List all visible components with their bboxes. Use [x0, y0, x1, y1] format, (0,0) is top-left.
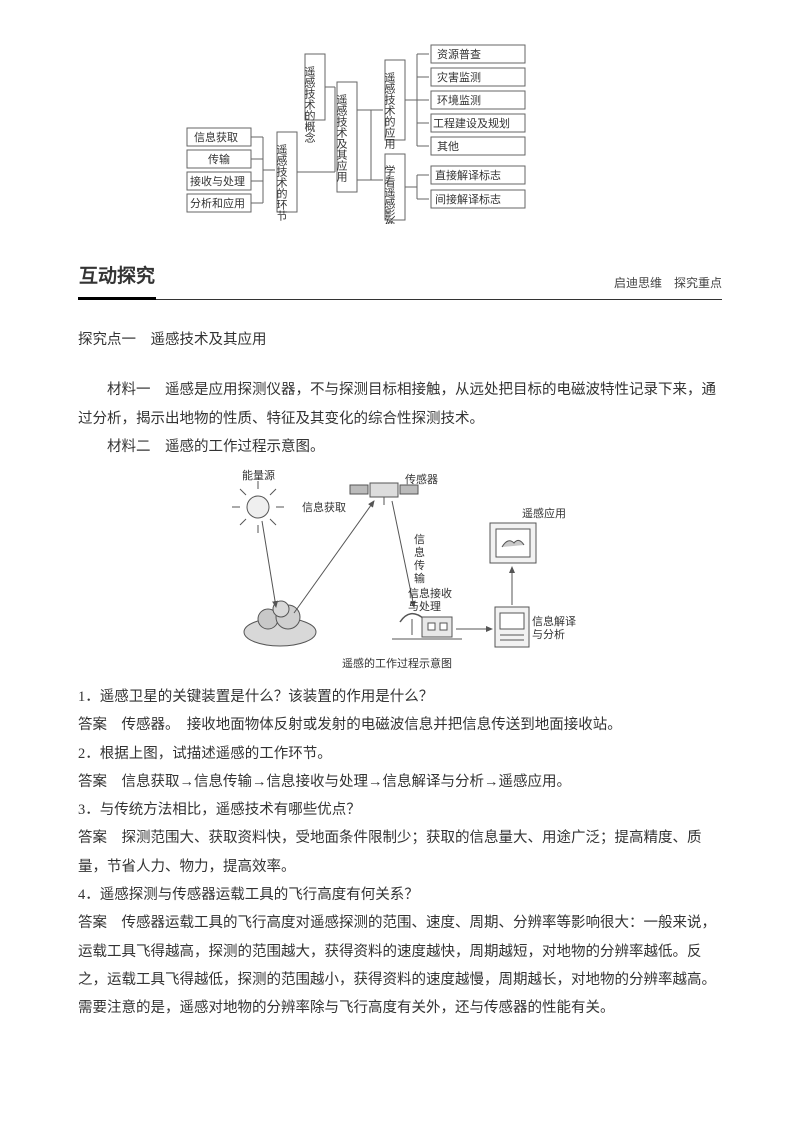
right-top-items: 资源普查 灾害监测 环境监测 工程建设及规划 其他 — [431, 45, 525, 155]
right-group-top-label: 遥感技术的应用 — [383, 72, 396, 150]
interpret-icon — [495, 607, 529, 647]
sensor-label: 传感器 — [405, 473, 438, 486]
transmit-label-3: 传 — [414, 559, 425, 572]
right-top-2: 环境监测 — [437, 93, 481, 107]
q4: 4．遥感探测与传感器运载工具的飞行高度有何关系？ — [78, 881, 722, 909]
sensor-icon — [350, 483, 418, 505]
right-top-3: 工程建设及规划 — [433, 116, 510, 130]
apply-label: 遥感应用 — [522, 506, 566, 520]
energy-label: 能量源 — [242, 468, 275, 482]
acquire-label: 信息获取 — [302, 500, 346, 514]
left-item-0: 信息获取 — [194, 130, 238, 144]
concept-map-svg: 信息获取 传输 接收与处理 分析和应用 遥感技术的环节 遥感技术的概念 遥感技术… — [185, 40, 615, 224]
a2: 答案 信息获取→信息传输→信息接收与处理→信息解译与分析→遥感应用。 — [78, 768, 722, 796]
interpret-label-2: 与分析 — [532, 627, 565, 641]
right-bottom-items: 直接解译标志 间接解译标志 — [431, 166, 525, 208]
materials: 材料一 遥感是应用探测仪器，不与探测目标相接触，从远处把目标的电磁波特性记录下来… — [78, 376, 722, 461]
process-diagram: 能量源 传感器 信息获取 信 息 传 输 信息接收 与处理 信息 — [78, 467, 722, 677]
right-top-0: 资源普查 — [437, 47, 481, 61]
process-caption: 遥感的工作过程示意图 — [342, 656, 452, 670]
ground-station-icon — [392, 614, 462, 639]
right-top-1: 灾害监测 — [437, 70, 481, 84]
ground-target-icon — [244, 601, 316, 646]
topic-line: 探究点一 遥感技术及其应用 — [78, 326, 722, 354]
center-top-label: 遥感技术的概念 — [303, 66, 316, 143]
receive-label-2: 与处理 — [408, 600, 441, 613]
section-title: 互动探究 — [78, 258, 156, 300]
left-items: 信息获取 传输 接收与处理 分析和应用 — [187, 128, 251, 212]
material-1: 材料一 遥感是应用探测仪器，不与探测目标相接触，从远处把目标的电磁波特性记录下来… — [78, 376, 722, 433]
receive-label-1: 信息接收 — [408, 586, 452, 600]
a1: 答案 传感器。 接收地面物体反射或发射的电磁波信息并把信息传送到地面接收站。 — [78, 711, 722, 739]
qa-block: 1．遥感卫星的关键装置是什么？该装置的作用是什么？ 答案 传感器。 接收地面物体… — [78, 683, 722, 1022]
right-bottom-0: 直接解译标志 — [435, 168, 501, 182]
a4: 答案 传感器运载工具的飞行高度对遥感探测的范围、速度、周期、分辨率等影响很大：一… — [78, 909, 722, 1022]
left-group-label: 遥感技术的环节 — [275, 144, 288, 221]
material-2: 材料二 遥感的工作过程示意图。 — [78, 433, 722, 461]
energy-source-icon — [232, 481, 284, 533]
right-group-bottom-label: 学看遥感影像 — [383, 164, 396, 224]
section-subtitle: 启迪思维 探究重点 — [614, 272, 722, 299]
left-item-2: 接收与处理 — [190, 174, 245, 188]
left-item-3: 分析和应用 — [190, 196, 245, 210]
interpret-label-1: 信息解译 — [532, 614, 576, 628]
right-top-4: 其他 — [437, 140, 459, 153]
q3: 3．与传统方法相比，遥感技术有哪些优点？ — [78, 796, 722, 824]
apply-icon — [490, 523, 536, 563]
transmit-label-4: 输 — [414, 571, 425, 585]
process-diagram-svg: 能量源 传感器 信息获取 信 息 传 输 信息接收 与处理 信息 — [210, 467, 590, 677]
concept-map: 信息获取 传输 接收与处理 分析和应用 遥感技术的环节 遥感技术的概念 遥感技术… — [78, 40, 722, 224]
left-item-1: 传输 — [208, 152, 230, 166]
q1: 1．遥感卫星的关键装置是什么？该装置的作用是什么？ — [78, 683, 722, 711]
section-heading: 互动探究 启迪思维 探究重点 — [78, 258, 722, 300]
a3: 答案 探测范围大、获取资料快，受地面条件限制少；获取的信息量大、用途广泛；提高精… — [78, 824, 722, 881]
transmit-label-2: 息 — [414, 545, 425, 559]
transmit-label-1: 信 — [414, 533, 425, 546]
q2: 2．根据上图，试描述遥感的工作环节。 — [78, 740, 722, 768]
center-main-label: 遥感技术及其应用 — [335, 94, 348, 183]
right-bottom-1: 间接解译标志 — [435, 192, 501, 206]
